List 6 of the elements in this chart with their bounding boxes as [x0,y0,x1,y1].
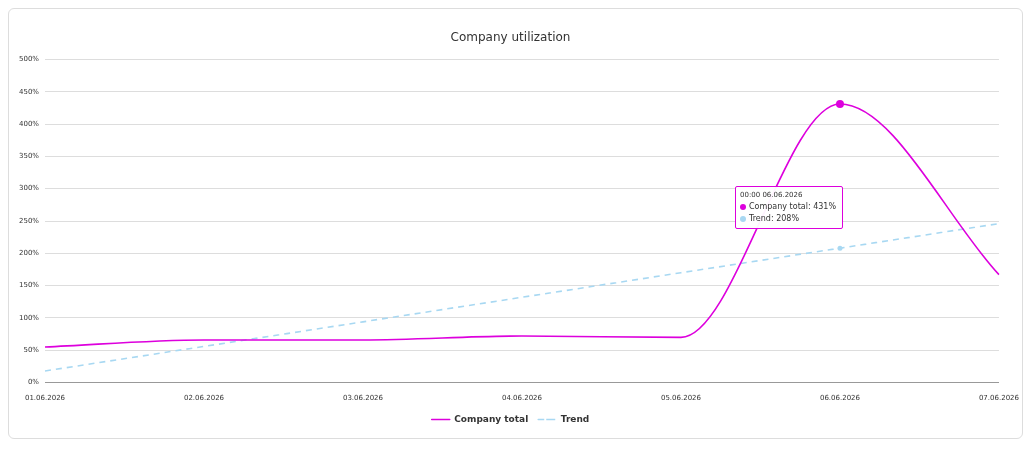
legend-label: Trend [560,413,590,424]
legend-label: Company total [454,413,529,424]
annotation: Company total: 431% [749,201,837,213]
line-series [44,222,1000,372]
chart-title: Company utilization [450,30,571,45]
annotation: Trend: 208% [749,213,800,225]
